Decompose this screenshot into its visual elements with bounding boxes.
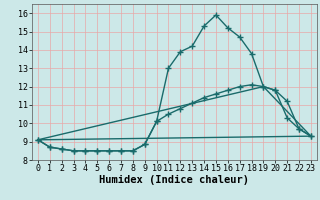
X-axis label: Humidex (Indice chaleur): Humidex (Indice chaleur): [100, 175, 249, 185]
